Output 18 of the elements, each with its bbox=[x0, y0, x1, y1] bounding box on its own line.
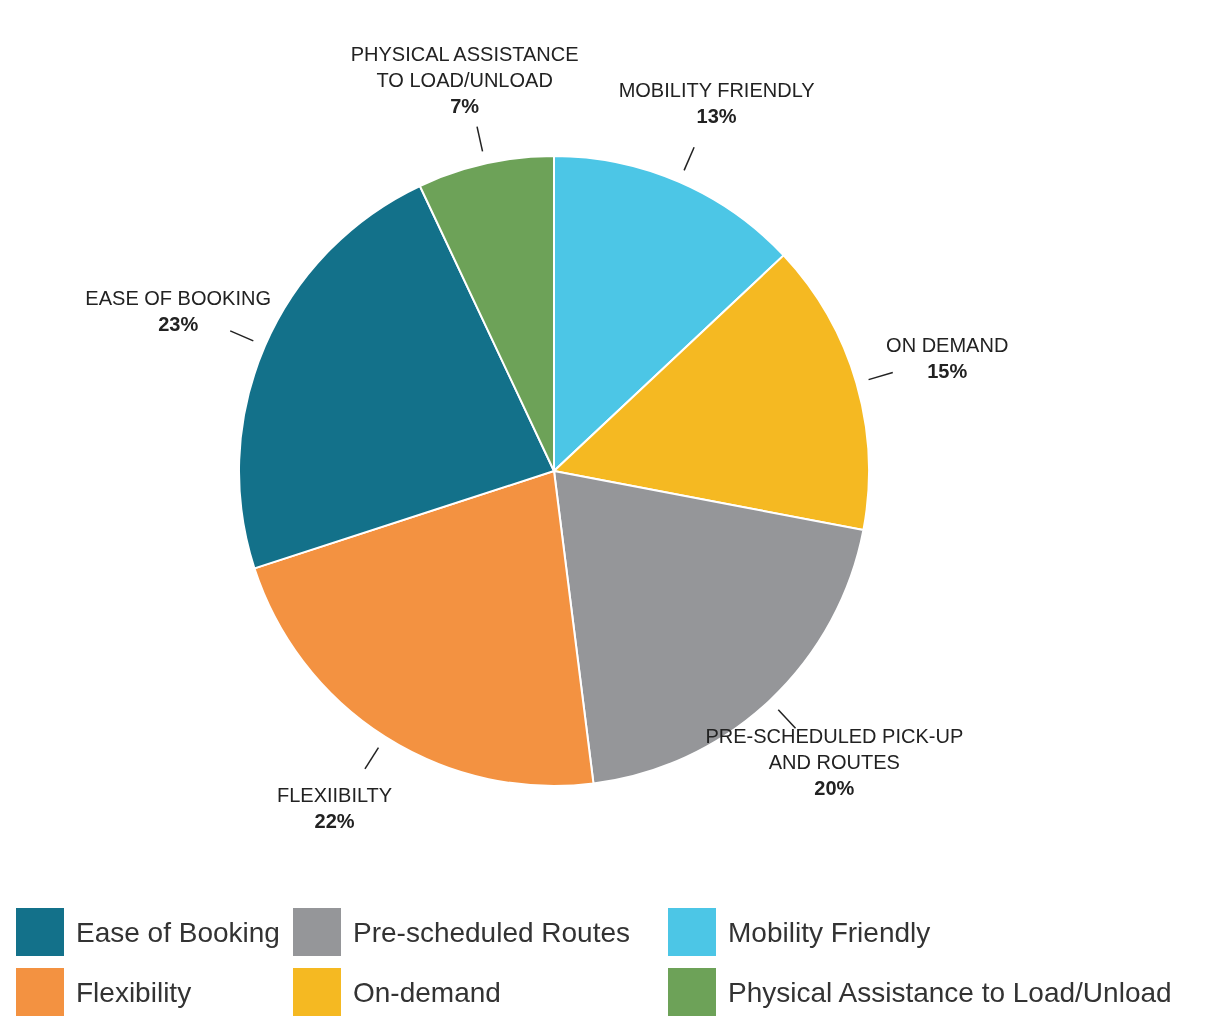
data-label: 20% bbox=[814, 776, 855, 799]
slice-label: EASE OF BOOKING bbox=[85, 287, 271, 310]
slice-label: FLEXIIBILTY bbox=[276, 783, 393, 806]
data-label: 23% bbox=[158, 313, 199, 336]
text: Flexibility bbox=[76, 977, 192, 1008]
text: Pre-scheduled Routes bbox=[353, 917, 631, 948]
text: Physical Assistance to Load/Unload bbox=[728, 977, 1172, 1008]
data-label: 7% bbox=[450, 94, 480, 117]
slice-label: PRE-SCHEDULED PICK-UP AND ROUTES bbox=[705, 724, 964, 773]
text: Mobility Friendly bbox=[728, 917, 931, 948]
data-label: 15% bbox=[927, 360, 968, 383]
data-label: 22% bbox=[314, 809, 355, 832]
text: Ease of Booking bbox=[76, 917, 280, 948]
text: On-demand bbox=[353, 977, 501, 1008]
slice-label: MOBILITY FRIENDLY bbox=[618, 78, 815, 101]
slice-label: ON DEMAND bbox=[886, 334, 1009, 357]
slice-label: PHYSICAL ASSISTANCE TO LOAD/UNLOAD bbox=[350, 42, 579, 91]
data-label: 13% bbox=[696, 104, 737, 127]
